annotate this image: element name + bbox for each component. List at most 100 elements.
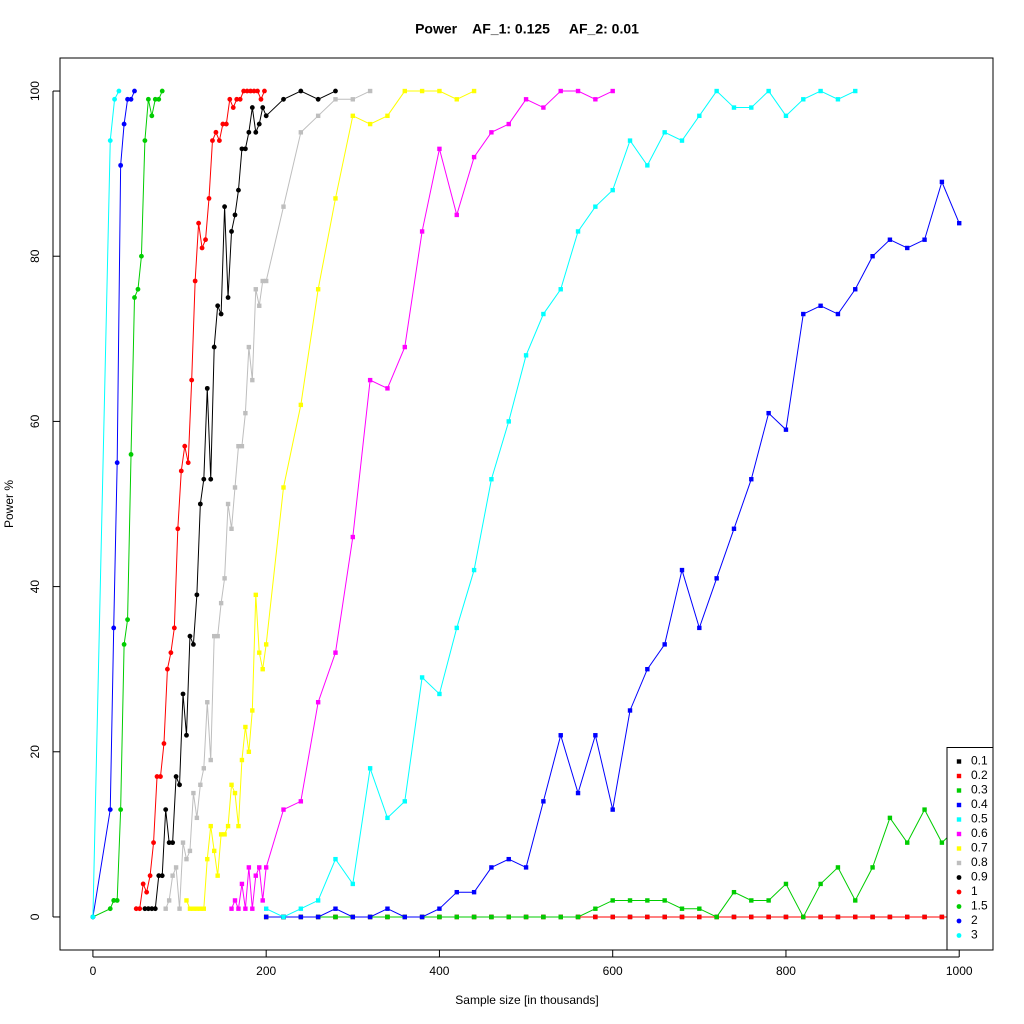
marker (253, 129, 259, 135)
marker (250, 708, 255, 713)
x-tick-label: 0 (90, 964, 97, 978)
x-tick-label: 600 (603, 964, 623, 978)
marker (541, 311, 546, 317)
marker (783, 427, 789, 432)
marker (227, 96, 233, 102)
marker (159, 873, 165, 879)
marker (749, 477, 754, 482)
x-tick-label: 800 (776, 964, 796, 978)
x-tick-label: 200 (256, 964, 276, 978)
marker (177, 906, 182, 911)
marker (225, 295, 231, 300)
marker (575, 88, 581, 94)
marker (714, 914, 719, 920)
marker (234, 96, 240, 102)
marker (263, 865, 269, 870)
marker (367, 88, 373, 94)
marker (222, 832, 227, 837)
marker (489, 130, 494, 135)
marker (922, 807, 927, 812)
marker (173, 774, 179, 779)
marker (215, 873, 220, 878)
marker (887, 815, 893, 821)
marker (731, 889, 737, 895)
marker (419, 914, 425, 920)
marker (156, 873, 162, 879)
marker (142, 906, 148, 912)
marker (107, 138, 113, 143)
marker (783, 881, 789, 887)
marker (367, 121, 373, 127)
marker (246, 344, 252, 350)
marker (262, 88, 267, 94)
marker (121, 121, 127, 127)
marker (149, 113, 155, 119)
marker (489, 865, 494, 870)
marker (182, 443, 188, 449)
y-tick-label: 60 (28, 414, 42, 428)
marker (575, 790, 581, 796)
marker (333, 97, 338, 102)
marker (645, 898, 650, 903)
marker (185, 460, 191, 466)
marker (645, 666, 650, 672)
marker (905, 840, 910, 845)
marker (679, 138, 685, 143)
legend-label: 1 (971, 884, 978, 898)
series-line (165, 90, 371, 909)
legend-marker (956, 817, 962, 822)
legend-label: 1.5 (971, 899, 988, 913)
marker (662, 914, 667, 920)
marker (114, 460, 120, 466)
marker (523, 914, 529, 920)
marker (853, 88, 858, 94)
marker (257, 303, 262, 308)
marker (211, 344, 217, 350)
marker (205, 856, 210, 862)
marker (766, 410, 771, 416)
marker (697, 906, 702, 911)
marker (242, 146, 248, 152)
marker (315, 96, 321, 102)
marker (253, 287, 258, 292)
marker (180, 691, 186, 697)
marker (152, 96, 158, 102)
marker (236, 823, 241, 829)
legend-label: 0.3 (971, 783, 988, 797)
marker (111, 898, 117, 903)
marker (523, 97, 529, 102)
marker (263, 278, 269, 284)
marker (163, 807, 169, 812)
legend-label: 0.6 (971, 826, 988, 840)
marker (205, 700, 210, 705)
legend-marker (956, 759, 962, 764)
marker (645, 163, 650, 168)
marker (315, 914, 321, 920)
marker (260, 898, 265, 903)
marker (801, 311, 806, 317)
marker (281, 96, 286, 102)
marker (194, 906, 200, 911)
marker (298, 799, 304, 804)
marker (749, 898, 754, 903)
marker (471, 154, 477, 160)
marker (251, 88, 257, 94)
marker (367, 377, 373, 383)
marker (229, 782, 234, 788)
legend-marker (956, 875, 962, 880)
marker (184, 898, 189, 903)
marker (333, 196, 338, 201)
marker (402, 914, 407, 920)
marker (679, 906, 685, 911)
marker (263, 914, 269, 920)
marker (196, 220, 202, 226)
marker (180, 840, 186, 845)
marker (593, 914, 598, 920)
marker (818, 914, 823, 920)
marker (593, 733, 598, 738)
marker (260, 105, 266, 110)
marker (222, 576, 227, 581)
marker (208, 476, 214, 482)
marker (184, 732, 189, 738)
marker (818, 881, 823, 887)
